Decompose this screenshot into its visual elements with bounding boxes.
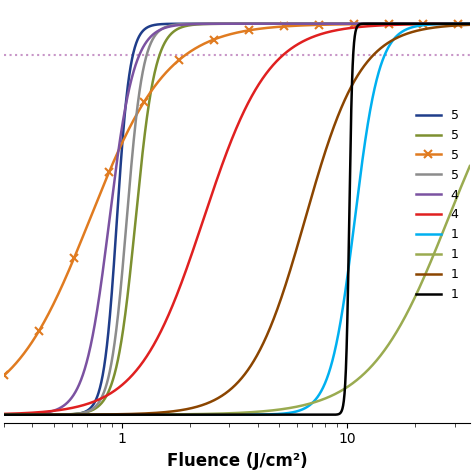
5 — [228, 21, 233, 27]
5 — [1, 412, 7, 418]
5 — [228, 31, 233, 37]
4 — [467, 21, 473, 27]
4 — [1, 412, 7, 418]
5 — [466, 21, 472, 27]
Line: 4: 4 — [4, 24, 470, 415]
4 — [228, 21, 233, 27]
4 — [25, 410, 31, 416]
4 — [215, 21, 221, 27]
Line: 1: 1 — [4, 166, 470, 415]
5 — [215, 21, 221, 27]
5 — [467, 21, 473, 27]
1 — [25, 412, 31, 418]
1 — [454, 23, 459, 28]
5 — [228, 21, 233, 27]
4 — [467, 21, 473, 27]
Line: 5: 5 — [4, 24, 470, 415]
1 — [467, 163, 473, 169]
1 — [25, 412, 31, 418]
1 — [215, 395, 221, 401]
1 — [25, 412, 31, 418]
5 — [424, 21, 429, 27]
5 — [215, 35, 221, 41]
5 — [25, 412, 31, 418]
1 — [453, 23, 459, 28]
4 — [453, 21, 459, 27]
Line: 1: 1 — [4, 25, 470, 415]
4 — [454, 21, 459, 27]
Line: 1: 1 — [4, 24, 470, 415]
1 — [467, 21, 473, 27]
5 — [368, 21, 374, 27]
5 — [454, 21, 459, 27]
5 — [453, 21, 459, 27]
1 — [368, 55, 374, 61]
1 — [228, 412, 233, 418]
4 — [25, 411, 31, 417]
4 — [453, 21, 459, 27]
1 — [215, 412, 221, 418]
4 — [454, 21, 459, 27]
5 — [454, 21, 459, 27]
1 — [454, 21, 459, 27]
5 — [454, 21, 459, 27]
1 — [453, 196, 459, 202]
5 — [467, 21, 473, 27]
1 — [467, 22, 473, 27]
5 — [1, 412, 7, 418]
5 — [228, 21, 233, 27]
Line: 5: 5 — [4, 24, 470, 415]
5 — [25, 412, 31, 418]
X-axis label: Fluence (J/cm²): Fluence (J/cm²) — [167, 452, 307, 470]
1 — [368, 104, 374, 109]
5 — [368, 21, 374, 27]
5 — [453, 21, 459, 27]
1 — [1, 412, 7, 418]
5 — [1, 373, 7, 378]
1 — [25, 412, 31, 418]
5 — [454, 21, 459, 27]
1 — [1, 412, 7, 418]
Line: 1: 1 — [4, 24, 470, 415]
5 — [454, 21, 459, 27]
1 — [1, 412, 7, 418]
4 — [215, 173, 221, 179]
1 — [228, 412, 233, 418]
1 — [368, 21, 374, 27]
5 — [454, 21, 459, 27]
1 — [467, 21, 473, 27]
Line: 4: 4 — [4, 24, 470, 414]
Line: 5: 5 — [4, 24, 470, 415]
5 — [467, 21, 473, 27]
1 — [228, 386, 233, 392]
4 — [228, 139, 233, 145]
4 — [368, 21, 374, 27]
1 — [215, 411, 221, 417]
1 — [368, 364, 374, 370]
5 — [467, 21, 473, 27]
Line: 5: 5 — [0, 19, 474, 380]
5 — [215, 21, 221, 27]
5 — [1, 412, 7, 418]
1 — [454, 21, 459, 27]
4 — [1, 411, 7, 417]
1 — [453, 21, 459, 27]
1 — [406, 21, 412, 27]
5 — [25, 345, 31, 351]
4 — [368, 23, 374, 29]
5 — [25, 412, 31, 418]
1 — [454, 196, 459, 201]
1 — [1, 412, 7, 418]
1 — [454, 21, 459, 27]
1 — [228, 410, 233, 416]
5 — [354, 21, 359, 27]
5 — [368, 21, 374, 27]
Legend: 5, 5, 5, 5, 4, 4, 1, 1, 1, 1: 5, 5, 5, 5, 4, 4, 1, 1, 1, 1 — [410, 104, 464, 306]
5 — [368, 21, 374, 27]
5 — [215, 21, 221, 27]
1 — [215, 412, 221, 418]
